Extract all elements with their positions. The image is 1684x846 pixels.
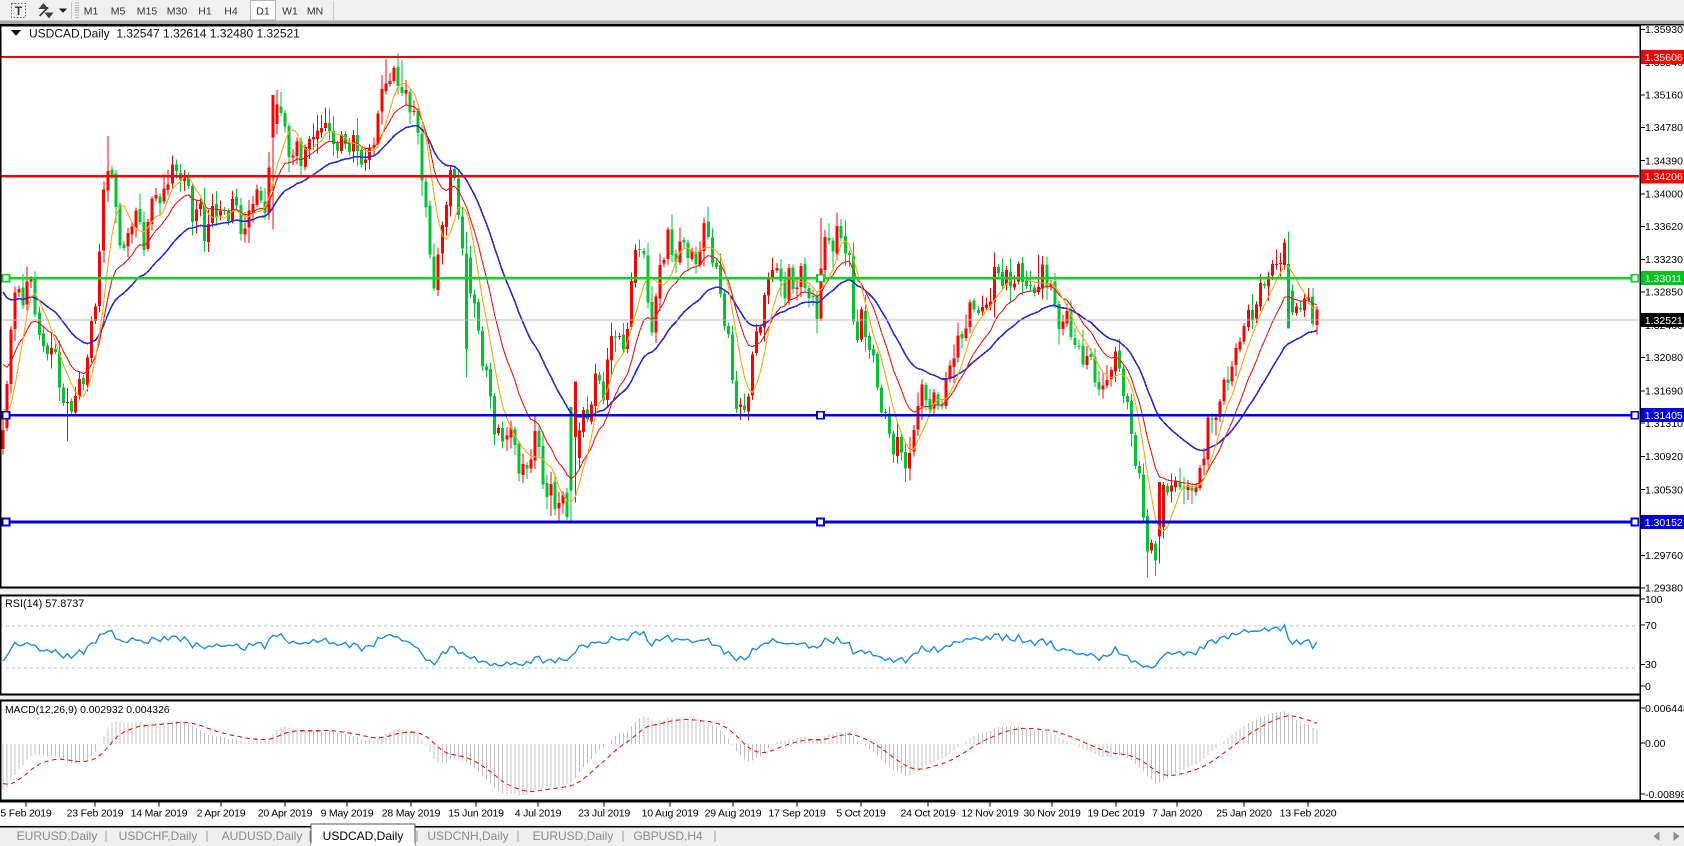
svg-text:0: 0 <box>1645 681 1651 693</box>
svg-text:4 Jul 2019: 4 Jul 2019 <box>515 808 562 820</box>
svg-text:1.35606: 1.35606 <box>1645 52 1683 64</box>
svg-text:1.35930: 1.35930 <box>1645 24 1683 36</box>
svg-text:1.32521: 1.32521 <box>1645 315 1683 327</box>
svg-text:W1: W1 <box>282 6 298 18</box>
svg-text:70: 70 <box>1645 620 1657 632</box>
svg-text:20 Apr 2019: 20 Apr 2019 <box>258 808 313 820</box>
svg-text:0.00: 0.00 <box>1645 738 1666 750</box>
svg-text:T: T <box>15 4 23 18</box>
svg-text:1.34206: 1.34206 <box>1645 171 1683 183</box>
svg-text:M1: M1 <box>84 6 99 18</box>
svg-text:1.30920: 1.30920 <box>1645 451 1683 463</box>
svg-text:USDCHF,Daily: USDCHF,Daily <box>119 829 198 843</box>
svg-text:30 Nov 2019: 30 Nov 2019 <box>1023 808 1081 820</box>
svg-text:1.31690: 1.31690 <box>1645 385 1683 397</box>
svg-text:1.34000: 1.34000 <box>1645 189 1683 201</box>
svg-text:MACD(12,26,9) 0.002932 0.00432: MACD(12,26,9) 0.002932 0.004326 <box>5 705 170 716</box>
svg-text:23 Jul 2019: 23 Jul 2019 <box>578 808 630 820</box>
svg-text:USDCAD,Daily: USDCAD,Daily <box>323 829 404 843</box>
svg-text:EURUSD,Daily: EURUSD,Daily <box>17 829 98 843</box>
svg-text:15 Jun 2019: 15 Jun 2019 <box>448 808 504 820</box>
svg-text:RSI(14) 57.8737: RSI(14) 57.8737 <box>5 598 84 610</box>
svg-text:H4: H4 <box>224 6 238 18</box>
svg-text:1.30152: 1.30152 <box>1645 517 1683 529</box>
svg-text:30: 30 <box>1645 659 1657 671</box>
svg-text:1.32080: 1.32080 <box>1645 352 1683 364</box>
svg-text:1.33011: 1.33011 <box>1645 273 1682 285</box>
svg-text:5 Feb 2019: 5 Feb 2019 <box>0 808 51 820</box>
svg-text:100: 100 <box>1645 594 1663 606</box>
svg-text:-0.008982: -0.008982 <box>1645 789 1684 801</box>
svg-text:M5: M5 <box>111 6 126 18</box>
svg-text:USDCNH,Daily: USDCNH,Daily <box>427 829 508 843</box>
svg-text:1.33230: 1.33230 <box>1645 254 1683 266</box>
svg-text:AUDUSD,Daily: AUDUSD,Daily <box>222 829 303 843</box>
svg-text:24 Oct 2019: 24 Oct 2019 <box>900 808 955 820</box>
svg-text:M30: M30 <box>167 6 188 18</box>
svg-text:7 Jan 2020: 7 Jan 2020 <box>1152 808 1202 820</box>
svg-text:12 Nov 2019: 12 Nov 2019 <box>961 808 1019 820</box>
svg-text:25 Jan 2020: 25 Jan 2020 <box>1216 808 1272 820</box>
svg-text:1.31405: 1.31405 <box>1645 410 1683 422</box>
svg-text:1.33620: 1.33620 <box>1645 221 1683 233</box>
svg-text:MN: MN <box>307 6 323 18</box>
svg-text:1.34780: 1.34780 <box>1645 122 1683 134</box>
svg-text:USDCAD,Daily 1.32547 1.32614: USDCAD,Daily 1.32547 1.32614 1.32480 1.3… <box>29 27 300 41</box>
svg-text:23 Feb 2019: 23 Feb 2019 <box>67 808 124 820</box>
svg-text:14 Mar 2019: 14 Mar 2019 <box>131 808 188 820</box>
svg-text:19 Dec 2019: 19 Dec 2019 <box>1087 808 1145 820</box>
svg-text:1.34390: 1.34390 <box>1645 155 1683 167</box>
svg-text:17 Sep 2019: 17 Sep 2019 <box>768 808 826 820</box>
svg-text:EURUSD,Daily: EURUSD,Daily <box>533 829 614 843</box>
svg-text:H1: H1 <box>198 6 212 18</box>
svg-text:1.35160: 1.35160 <box>1645 90 1683 102</box>
svg-text:2 Apr 2019: 2 Apr 2019 <box>197 808 246 820</box>
svg-text:9 May 2019: 9 May 2019 <box>321 808 374 820</box>
svg-text:0.006448: 0.006448 <box>1645 703 1684 715</box>
svg-text:1.29380: 1.29380 <box>1645 582 1683 594</box>
svg-text:28 May 2019: 28 May 2019 <box>382 808 441 820</box>
svg-text:1.32850: 1.32850 <box>1645 287 1683 299</box>
svg-text:1.29760: 1.29760 <box>1645 550 1683 562</box>
svg-text:29 Aug 2019: 29 Aug 2019 <box>705 808 762 820</box>
svg-text:GBPUSD,H4: GBPUSD,H4 <box>633 829 703 843</box>
svg-text:5 Oct 2019: 5 Oct 2019 <box>836 808 886 820</box>
svg-text:D1: D1 <box>256 6 270 18</box>
svg-text:1.30530: 1.30530 <box>1645 484 1683 496</box>
svg-text:10 Aug 2019: 10 Aug 2019 <box>642 808 699 820</box>
svg-text:M15: M15 <box>137 6 158 18</box>
svg-text:13 Feb 2020: 13 Feb 2020 <box>1280 808 1337 820</box>
